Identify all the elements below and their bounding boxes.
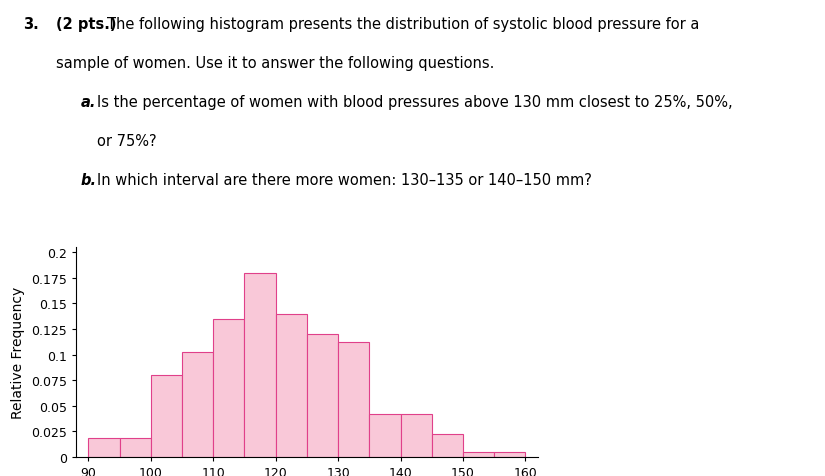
Bar — [120, 438, 151, 457]
Text: 3.: 3. — [23, 17, 39, 31]
Text: or 75%?: or 75%? — [97, 134, 157, 149]
Bar — [463, 452, 494, 457]
Bar — [244, 273, 276, 457]
Bar — [213, 319, 244, 457]
Bar — [494, 452, 526, 457]
Bar — [151, 375, 182, 457]
Text: In which interval are there more women: 130–135 or 140–150 mm?: In which interval are there more women: … — [97, 173, 592, 188]
Text: (2 pts.): (2 pts.) — [56, 17, 116, 31]
Text: The following histogram presents the distribution of systolic blood pressure for: The following histogram presents the dis… — [107, 17, 700, 31]
Bar — [370, 414, 401, 457]
Bar — [88, 438, 120, 457]
Bar — [401, 414, 431, 457]
Bar — [338, 343, 370, 457]
Y-axis label: Relative Frequency: Relative Frequency — [12, 286, 26, 418]
Text: b.: b. — [81, 173, 97, 188]
Bar — [276, 314, 307, 457]
Bar — [307, 334, 338, 457]
Bar — [182, 353, 213, 457]
Text: Is the percentage of women with blood pressures above 130 mm closest to 25%, 50%: Is the percentage of women with blood pr… — [97, 95, 733, 109]
Text: sample of women. Use it to answer the following questions.: sample of women. Use it to answer the fo… — [56, 56, 494, 70]
Bar — [431, 435, 463, 457]
Text: a.: a. — [81, 95, 97, 109]
